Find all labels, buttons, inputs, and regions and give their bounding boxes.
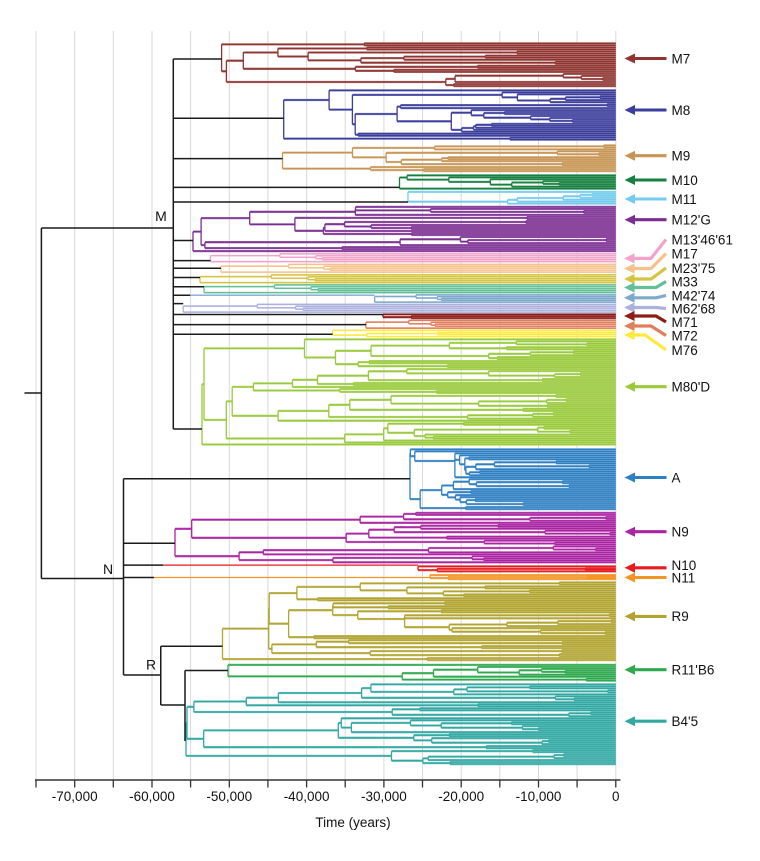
svg-text:-40,000: -40,000 (284, 789, 330, 804)
svg-text:M23'75: M23'75 (672, 261, 716, 276)
svg-text:0: 0 (612, 789, 620, 804)
svg-text:M33: M33 (672, 274, 698, 289)
svg-text:N11: N11 (672, 570, 696, 585)
svg-text:R: R (146, 657, 156, 673)
svg-text:M11: M11 (672, 192, 697, 207)
svg-text:M9: M9 (672, 149, 691, 164)
svg-text:-10,000: -10,000 (516, 789, 562, 804)
svg-text:N10: N10 (672, 558, 697, 573)
svg-text:-20,000: -20,000 (438, 789, 484, 804)
svg-text:M10: M10 (672, 173, 698, 188)
svg-text:M62'68: M62'68 (672, 301, 716, 316)
svg-text:M: M (155, 208, 167, 224)
svg-text:-70,000: -70,000 (52, 789, 98, 804)
svg-text:M80'D: M80'D (672, 380, 711, 395)
svg-text:-30,000: -30,000 (361, 789, 407, 804)
svg-text:B4'5: B4'5 (672, 714, 699, 729)
svg-text:M71: M71 (672, 315, 698, 330)
svg-text:N: N (103, 561, 113, 577)
svg-text:M72: M72 (672, 328, 698, 343)
svg-text:-50,000: -50,000 (206, 789, 252, 804)
svg-text:-60,000: -60,000 (129, 789, 175, 804)
svg-text:N9: N9 (672, 525, 689, 540)
svg-text:M17: M17 (672, 246, 698, 261)
svg-text:R9: R9 (672, 609, 689, 624)
svg-text:M76: M76 (672, 343, 698, 358)
svg-text:A: A (672, 470, 681, 485)
svg-text:M13'46'61: M13'46'61 (672, 232, 733, 247)
svg-text:Time (years): Time (years) (315, 815, 390, 830)
svg-text:M12'G: M12'G (672, 213, 711, 228)
svg-text:M8: M8 (672, 103, 691, 118)
svg-text:M42'74: M42'74 (672, 288, 716, 303)
svg-text:R11'B6: R11'B6 (672, 663, 715, 678)
svg-text:M7: M7 (672, 51, 691, 66)
